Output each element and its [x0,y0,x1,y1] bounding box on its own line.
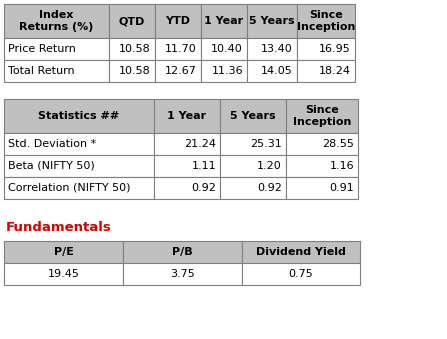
Bar [247,38,297,60]
Bar [4,4,109,38]
Bar [4,241,123,263]
Bar [286,99,358,133]
Bar [4,133,154,155]
Text: 14.05: 14.05 [261,66,293,76]
Bar [297,60,355,82]
Bar [154,155,220,177]
Bar [242,241,360,263]
Text: Beta (NIFTY 50): Beta (NIFTY 50) [8,161,95,171]
Text: 18.24: 18.24 [319,66,351,76]
Text: Total Return: Total Return [8,66,75,76]
Bar [123,241,242,263]
Text: 25.31: 25.31 [250,139,282,149]
Bar [201,4,247,38]
Text: 11.70: 11.70 [165,44,197,54]
Bar [297,4,355,38]
Text: 10.40: 10.40 [211,44,243,54]
Text: P/B: P/B [172,247,193,257]
Text: Std. Deviation *: Std. Deviation * [8,139,96,149]
Bar [154,177,220,199]
Text: YTD: YTD [165,16,190,26]
Text: 1 Year: 1 Year [204,16,244,26]
Text: 16.95: 16.95 [319,44,351,54]
Text: Statistics ##: Statistics ## [38,111,120,121]
Bar [4,263,123,285]
Bar [201,60,247,82]
Text: QTD: QTD [119,16,145,26]
Bar [242,263,360,285]
Bar [4,99,154,133]
Bar [286,177,358,199]
Bar [286,155,358,177]
Text: 0.91: 0.91 [329,183,354,193]
Text: 0.92: 0.92 [191,183,216,193]
Text: Price Return: Price Return [8,44,76,54]
Text: 1 Year: 1 Year [168,111,207,121]
Text: 21.24: 21.24 [184,139,216,149]
Text: 10.58: 10.58 [119,44,151,54]
Bar [155,4,201,38]
Text: 13.40: 13.40 [261,44,293,54]
Text: 1.16: 1.16 [329,161,354,171]
Bar [201,38,247,60]
Bar [297,38,355,60]
Bar [154,99,220,133]
Text: 0.75: 0.75 [289,269,313,279]
Bar [220,99,286,133]
Bar [247,60,297,82]
Text: Correlation (NIFTY 50): Correlation (NIFTY 50) [8,183,131,193]
Bar [220,177,286,199]
Text: 5 Years: 5 Years [230,111,276,121]
Bar [109,4,155,38]
Text: 1.11: 1.11 [191,161,216,171]
Bar [154,133,220,155]
Text: 0.92: 0.92 [257,183,282,193]
Text: Since
Inception: Since Inception [293,105,351,127]
Bar [123,263,242,285]
Bar [4,177,154,199]
Bar [220,133,286,155]
Text: 12.67: 12.67 [165,66,197,76]
Text: Index
Returns (%): Index Returns (%) [19,10,94,32]
Text: 11.36: 11.36 [211,66,243,76]
Bar [155,60,201,82]
Bar [109,38,155,60]
Bar [247,4,297,38]
Bar [4,38,109,60]
Text: 3.75: 3.75 [170,269,195,279]
Text: Dividend Yield: Dividend Yield [256,247,346,257]
Text: Since
Inception: Since Inception [297,10,355,32]
Text: 10.58: 10.58 [119,66,151,76]
Bar [109,60,155,82]
Bar [220,155,286,177]
Bar [286,133,358,155]
Bar [4,60,109,82]
Bar [4,155,154,177]
Text: 1.20: 1.20 [257,161,282,171]
Text: P/E: P/E [54,247,73,257]
Text: 5 Years: 5 Years [249,16,295,26]
Bar [155,38,201,60]
Text: 19.45: 19.45 [47,269,80,279]
Text: Fundamentals: Fundamentals [6,221,112,234]
Text: 28.55: 28.55 [322,139,354,149]
